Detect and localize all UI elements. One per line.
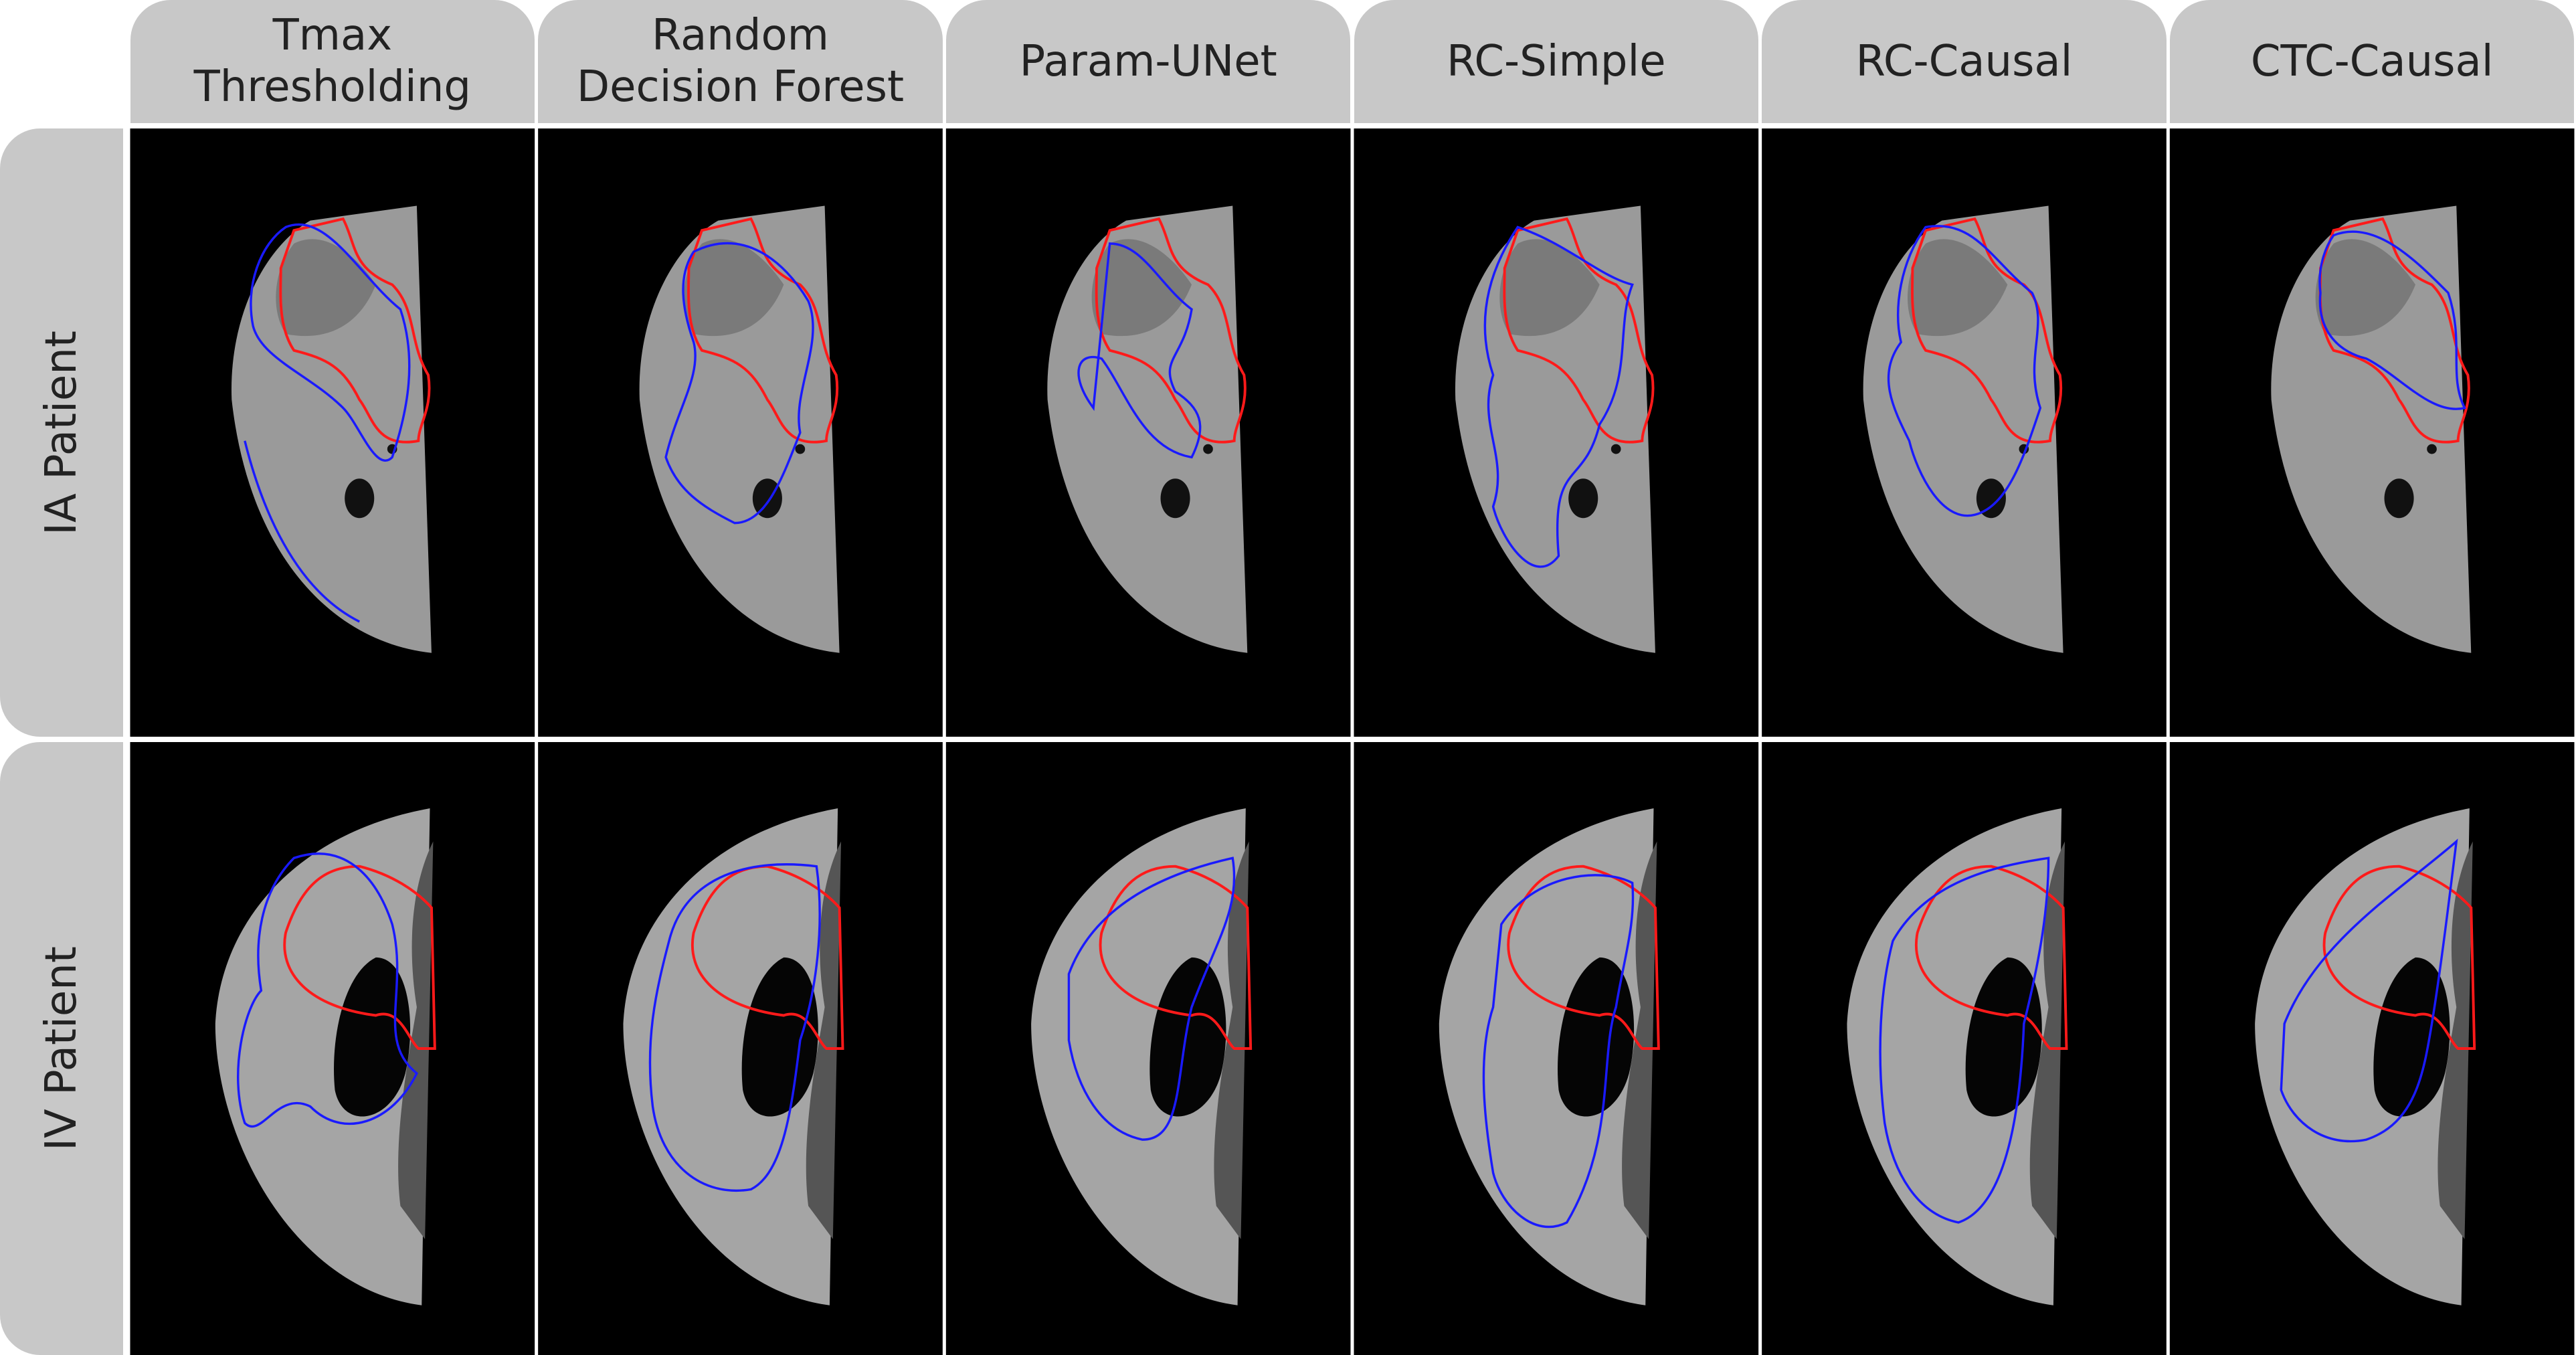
ground-truth-contour	[2322, 865, 2476, 1050]
brain-slice	[1847, 808, 2068, 1305]
image-panel	[2169, 128, 2575, 737]
column-header-text: Param-UNet	[1019, 36, 1277, 86]
prediction-contour	[1077, 242, 1202, 459]
prediction-contour	[648, 863, 821, 1192]
column-header: RC-Simple	[1354, 0, 1759, 123]
brain-slice	[1863, 205, 2063, 652]
prediction-contour	[1879, 856, 2050, 1224]
prediction-contour	[2280, 838, 2458, 1143]
row-header-text: IA Patient	[37, 330, 86, 535]
column-header-text: Tmax Thresholding	[193, 11, 472, 112]
image-panel	[130, 128, 535, 737]
column-header: CTC-Causal	[2169, 0, 2575, 123]
brain-slice	[232, 205, 432, 652]
column-header-text: CTC-Causal	[2250, 36, 2494, 86]
brain-slice	[215, 808, 436, 1305]
ground-truth-contour	[691, 865, 844, 1050]
prediction-contour	[1067, 856, 1236, 1141]
image-panel	[1354, 128, 1759, 737]
ground-truth-contour	[1099, 865, 1253, 1050]
column-header: Param-UNet	[945, 0, 1351, 123]
column-header-text: RC-Causal	[1855, 36, 2073, 86]
image-panel	[130, 742, 535, 1355]
ground-truth-contour	[283, 865, 436, 1050]
brain-slice	[2271, 205, 2471, 652]
ground-truth-contour	[1095, 217, 1247, 444]
image-panel	[538, 128, 943, 737]
column-header: Random Decision Forest	[538, 0, 943, 123]
row-header: IV Patient	[0, 742, 123, 1355]
row-header-text: IV Patient	[37, 946, 86, 1151]
prediction-contour	[664, 242, 814, 525]
prediction-contour	[2318, 230, 2466, 410]
row-header: IA Patient	[0, 128, 123, 737]
column-header: Tmax Thresholding	[130, 0, 535, 123]
ground-truth-contour	[1503, 217, 1655, 444]
prediction-contour	[1887, 225, 2042, 517]
brain-slice	[1047, 205, 1247, 652]
ground-truth-contour	[1915, 865, 2068, 1050]
column-header: RC-Causal	[1762, 0, 2167, 123]
image-panel	[1762, 742, 2167, 1355]
ground-truth-contour	[2318, 217, 2470, 444]
prediction-contour	[1483, 225, 1634, 568]
brain-slice	[1439, 808, 1660, 1305]
brain-slice	[2255, 808, 2476, 1305]
column-header-text: Random Decision Forest	[576, 11, 905, 112]
image-panel	[1354, 742, 1759, 1355]
brain-slice	[640, 205, 840, 652]
image-panel	[2169, 742, 2575, 1355]
column-header-text: RC-Simple	[1447, 36, 1666, 86]
ground-truth-contour	[279, 217, 431, 444]
ground-truth-contour	[1507, 865, 1660, 1050]
prediction-contour	[237, 852, 419, 1128]
prediction-contour	[1482, 874, 1635, 1229]
image-panel	[538, 742, 943, 1355]
image-panel	[1762, 128, 2167, 737]
image-panel	[945, 742, 1351, 1355]
image-panel	[945, 128, 1351, 737]
brain-slice	[623, 808, 844, 1305]
brain-slice	[1031, 808, 1253, 1305]
prediction-contour	[244, 223, 411, 623]
brain-slice	[1455, 205, 1655, 652]
